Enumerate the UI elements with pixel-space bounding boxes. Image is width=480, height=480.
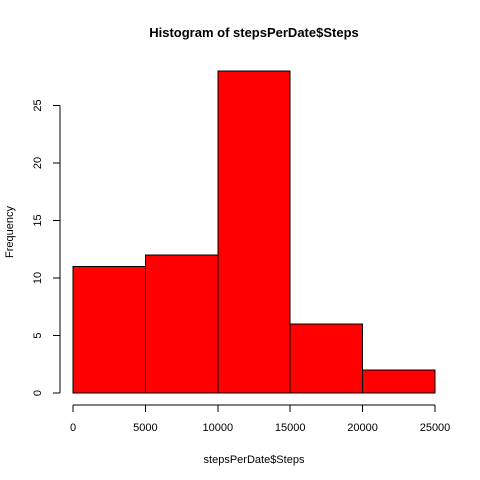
histogram-bars xyxy=(72,70,436,394)
x-tick-label: 10000 xyxy=(203,422,234,434)
y-axis-label: Frequency xyxy=(4,206,16,258)
histogram-bar-3 xyxy=(217,70,291,394)
histogram-bar-4 xyxy=(289,323,364,394)
y-tick-label: 15 xyxy=(32,214,44,226)
y-tick-label: 10 xyxy=(32,272,44,284)
y-tick-label: 0 xyxy=(32,390,44,396)
histogram-bar-5 xyxy=(362,369,436,394)
x-tick-label: 20000 xyxy=(347,422,378,434)
x-tick-label: 25000 xyxy=(420,422,451,434)
histogram-bar-2 xyxy=(144,254,219,394)
x-tick-label: 5000 xyxy=(133,422,157,434)
y-tick-label: 25 xyxy=(32,99,44,111)
x-axis: 0 5000 10000 15000 20000 25000 xyxy=(70,404,451,434)
y-tick-label: 20 xyxy=(32,157,44,169)
y-axis: 0 5 10 15 20 25 xyxy=(32,99,61,396)
histogram-bar-1 xyxy=(72,266,146,394)
x-axis-label: stepsPerDate$Steps xyxy=(204,454,305,466)
x-tick-label: 15000 xyxy=(275,422,306,434)
x-tick-label: 0 xyxy=(70,422,76,434)
y-tick-label: 5 xyxy=(32,332,44,338)
chart-title: Histogram of stepsPerDate$Steps xyxy=(149,25,359,40)
